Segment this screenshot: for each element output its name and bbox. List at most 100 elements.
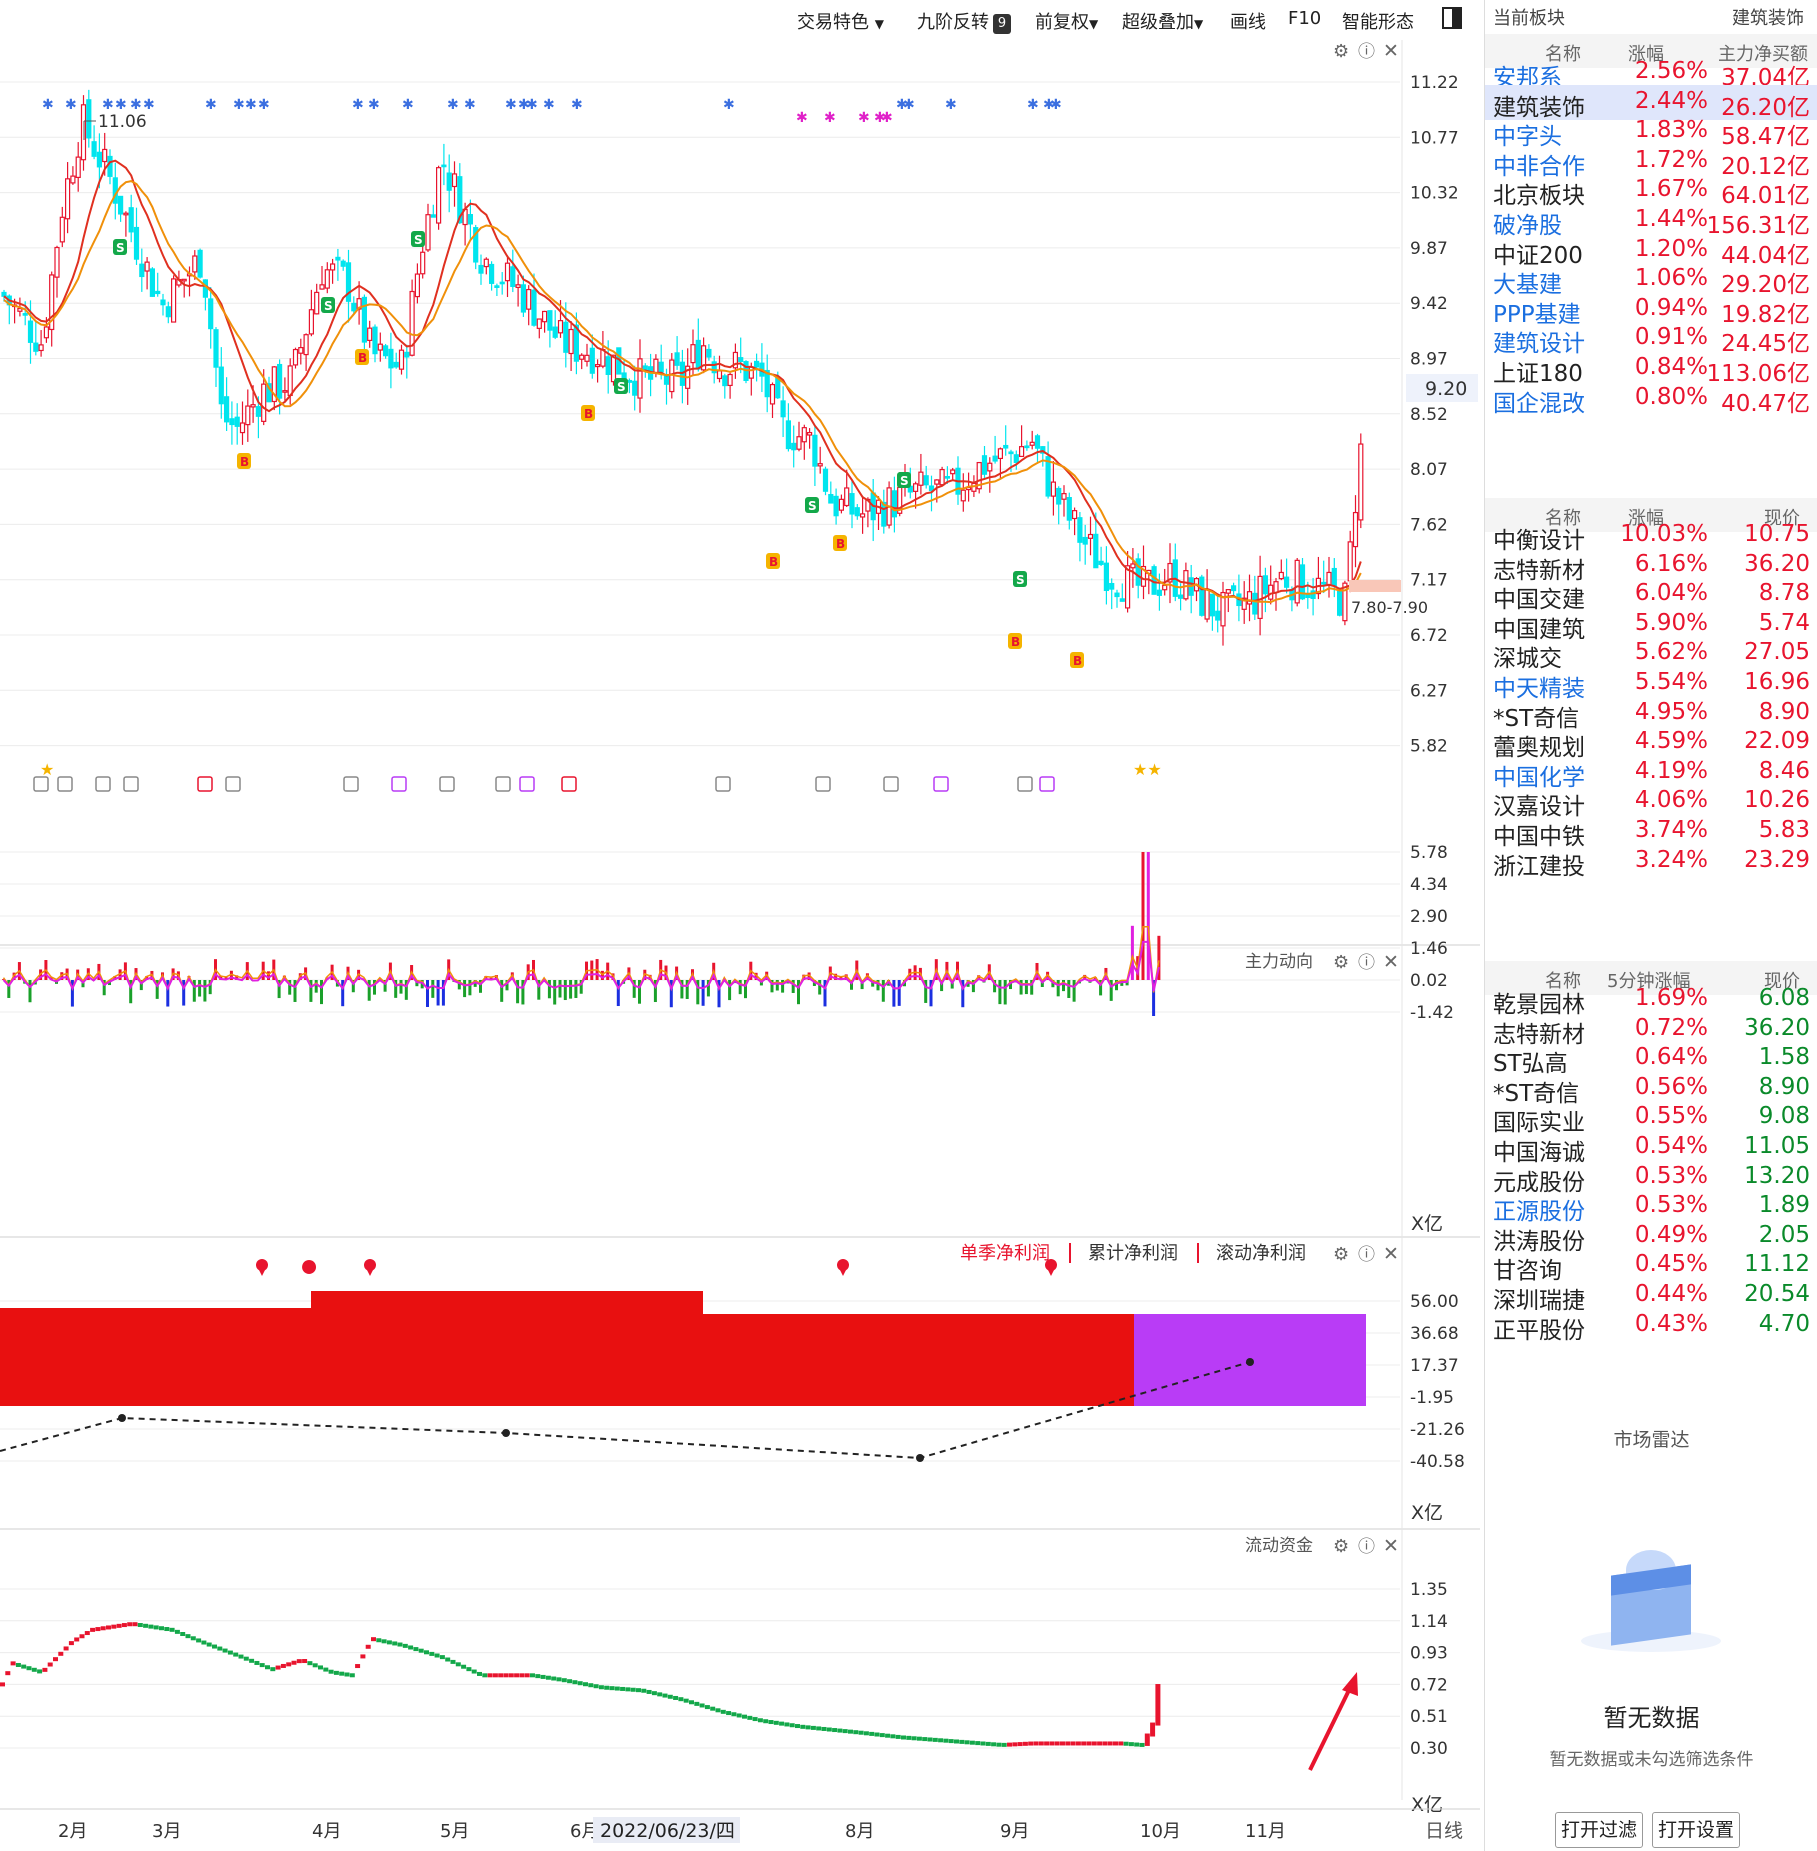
fivemin-row[interactable]: 甘咨询 0.45% 11.12 (1485, 1248, 1817, 1285)
stock-name[interactable]: 深城交 (1493, 646, 1562, 673)
stock-row[interactable]: 蕾奥规划 4.59% 22.09 (1485, 725, 1817, 762)
stock-row[interactable]: 汉嘉设计 4.06% 10.26 (1485, 784, 1817, 821)
fivemin-row[interactable]: 乾景园林 1.69% 6.08 (1485, 982, 1817, 1018)
sector-row[interactable]: 建筑设计 0.91% 24.45亿 (1485, 321, 1817, 358)
smart-pattern-button[interactable]: 智能形态 (1342, 12, 1414, 33)
fivemin-name[interactable]: 正源股份 (1493, 1199, 1585, 1226)
sector-name[interactable]: 中字头 (1493, 124, 1562, 151)
stock-name[interactable]: 中国交建 (1493, 587, 1585, 614)
stock-row[interactable]: 中天精装 5.54% 16.96 (1485, 666, 1817, 702)
stock-name[interactable]: 浙江建投 (1493, 853, 1585, 880)
stock-chart[interactable]: ✱ ✱ ✱ ✱ ✱ ✱ ✱ ✱ ✱ ✱ ✱ ✱ ✱ ✱ ✱ ✱ ✱✱ ✱ ✱ ✱ ✱✱ ✱ ✱ ✱✱✱ ✱ ✱ ✱✱ SSSSSSS… (0, 40, 1480, 1851)
settings-icon[interactable]: ⚙ (1333, 1536, 1349, 1557)
fivemin-row[interactable]: 正源股份 0.53% 1.89 (1485, 1189, 1817, 1226)
stock-name[interactable]: 志特新材 (1493, 557, 1585, 584)
overlay-menu[interactable]: 超级叠加▼ (1122, 8, 1203, 34)
fivemin-name[interactable]: 甘咨询 (1493, 1258, 1562, 1285)
stock-name[interactable]: 中国化学 (1493, 764, 1585, 791)
fivemin-name[interactable]: ST弘高 (1493, 1051, 1568, 1078)
sector-row[interactable]: 国企混改 0.80% 40.47亿 (1485, 381, 1817, 417)
fivemin-name[interactable]: 洪涛股份 (1493, 1228, 1585, 1255)
help-icon[interactable]: ⓘ (1358, 953, 1375, 973)
sector-row[interactable]: 中非合作 1.72% 20.12亿 (1485, 144, 1817, 180)
period-label[interactable]: 日线 (1425, 1820, 1463, 1842)
fivemin-row[interactable]: *ST奇信 0.56% 8.90 (1485, 1071, 1817, 1107)
stock-row[interactable]: 中国化学 4.19% 8.46 (1485, 755, 1817, 791)
stock-row[interactable]: *ST奇信 4.95% 8.90 (1485, 696, 1817, 732)
sector-name[interactable]: 大基建 (1493, 272, 1562, 299)
stock-row[interactable]: 中国建筑 5.90% 5.74 (1485, 607, 1817, 643)
col-5min-change[interactable]: 5分钟涨幅 (1607, 971, 1691, 992)
sector-name[interactable]: 国企混改 (1493, 390, 1585, 417)
stock-row[interactable]: 浙江建投 3.24% 23.29 (1485, 844, 1817, 880)
tab-rolling-profit[interactable]: 滚动净利润 (1216, 1243, 1306, 1264)
sector-name[interactable]: 北京板块 (1493, 183, 1585, 210)
stock-row[interactable]: 中国交建 6.04% 8.78 (1485, 577, 1817, 614)
fivemin-name[interactable]: 深圳瑞捷 (1493, 1288, 1585, 1314)
col-name[interactable]: 名称 (1545, 44, 1581, 65)
fivemin-name[interactable]: *ST奇信 (1493, 1080, 1580, 1107)
settings-icon[interactable]: ⚙ (1333, 41, 1349, 62)
f10-button[interactable]: F10 (1288, 8, 1322, 29)
fivemin-row[interactable]: 中国海诚 0.54% 11.05 (1485, 1130, 1817, 1166)
tab-quarterly-profit[interactable]: 单季净利润 (960, 1243, 1050, 1264)
sector-name[interactable]: 破净股 (1493, 213, 1562, 239)
open-filter-button[interactable]: 打开过滤 (1555, 1812, 1643, 1848)
fivemin-name[interactable]: 志特新材 (1493, 1021, 1585, 1048)
nine-reversal-menu[interactable]: 九阶反转 9 (917, 8, 1011, 34)
sector-row[interactable]: 破净股 1.44% 156.31亿 (1485, 203, 1817, 239)
fivemin-row[interactable]: 志特新材 0.72% 36.20 (1485, 1012, 1817, 1048)
close-icon[interactable]: ✕ (1383, 1535, 1399, 1557)
fivemin-row[interactable]: 深圳瑞捷 0.44% 20.54 (1485, 1278, 1817, 1314)
draw-line-button[interactable]: 画线 (1230, 12, 1266, 33)
stock-name[interactable]: 蕾奥规划 (1493, 735, 1585, 762)
fivemin-name[interactable]: 乾景园林 (1493, 992, 1585, 1018)
col-price[interactable]: 现价 (1764, 508, 1800, 529)
close-icon[interactable]: ✕ (1383, 1243, 1399, 1265)
sector-row[interactable]: 大基建 1.06% 29.20亿 (1485, 262, 1817, 299)
help-icon[interactable]: ⓘ (1358, 1245, 1375, 1265)
close-icon[interactable]: ✕ (1383, 40, 1399, 62)
stock-row[interactable]: 深城交 5.62% 27.05 (1485, 636, 1817, 673)
col-name[interactable]: 名称 (1545, 508, 1581, 529)
sector-name[interactable]: 中证200 (1493, 242, 1583, 269)
panel-toggle-icon[interactable] (1442, 7, 1462, 29)
settings-icon[interactable]: ⚙ (1333, 1244, 1349, 1265)
col-net-buy[interactable]: 主力净买额 (1718, 44, 1808, 65)
fivemin-row[interactable]: ST弘高 0.64% 1.58 (1485, 1041, 1817, 1078)
open-settings-button[interactable]: 打开设置 (1652, 1812, 1740, 1848)
fivemin-row[interactable]: 元成股份 0.53% 13.20 (1485, 1160, 1817, 1196)
sector-row[interactable]: 上证180 0.84% 113.06亿 (1485, 351, 1817, 387)
sector-name[interactable]: PPP基建 (1493, 301, 1581, 328)
current-sector-value[interactable]: 建筑装饰 (1732, 8, 1804, 29)
stock-name[interactable]: 汉嘉设计 (1493, 794, 1585, 821)
fivemin-row[interactable]: 国际实业 0.55% 9.08 (1485, 1100, 1817, 1137)
sector-row[interactable]: 中证200 1.20% 44.04亿 (1485, 233, 1817, 269)
stock-name[interactable]: *ST奇信 (1493, 705, 1580, 732)
col-change[interactable]: 涨幅 (1628, 44, 1664, 65)
col-price[interactable]: 现价 (1764, 971, 1800, 992)
sector-row[interactable]: 建筑装饰 2.44% 26.20亿 (1485, 84, 1817, 121)
fivemin-name[interactable]: 国际实业 (1493, 1110, 1585, 1137)
stock-name[interactable]: 中国中铁 (1493, 824, 1585, 850)
sector-row[interactable]: 北京板块 1.67% 64.01亿 (1485, 173, 1817, 210)
sector-row[interactable]: 中字头 1.83% 58.47亿 (1485, 114, 1817, 151)
stock-row[interactable]: 中衡设计 10.03% 10.75 (1485, 518, 1817, 554)
trade-feature-menu[interactable]: 交易特色 ▼ (797, 8, 884, 34)
adjust-menu[interactable]: 前复权▼ (1035, 8, 1098, 34)
help-icon[interactable]: ⓘ (1358, 42, 1375, 62)
stock-name[interactable]: 中国建筑 (1493, 616, 1585, 643)
fivemin-name[interactable]: 元成股份 (1493, 1169, 1585, 1196)
sector-row[interactable]: PPP基建 0.94% 19.82亿 (1485, 292, 1817, 328)
sector-name[interactable]: 建筑设计 (1493, 331, 1585, 358)
stock-name[interactable]: 中衡设计 (1493, 528, 1585, 554)
tab-cumulative-profit[interactable]: 累计净利润 (1088, 1243, 1178, 1264)
stock-row[interactable]: 中国中铁 3.74% 5.83 (1485, 814, 1817, 850)
fivemin-row[interactable]: 正平股份 0.43% 4.70 (1485, 1308, 1817, 1344)
sector-name[interactable]: 建筑装饰 (1493, 94, 1585, 121)
col-name[interactable]: 名称 (1545, 971, 1581, 992)
col-change[interactable]: 涨幅 (1628, 508, 1664, 529)
sector-name[interactable]: 上证180 (1493, 361, 1583, 387)
stock-row[interactable]: 志特新材 6.16% 36.20 (1485, 548, 1817, 584)
fivemin-name[interactable]: 正平股份 (1493, 1317, 1585, 1344)
